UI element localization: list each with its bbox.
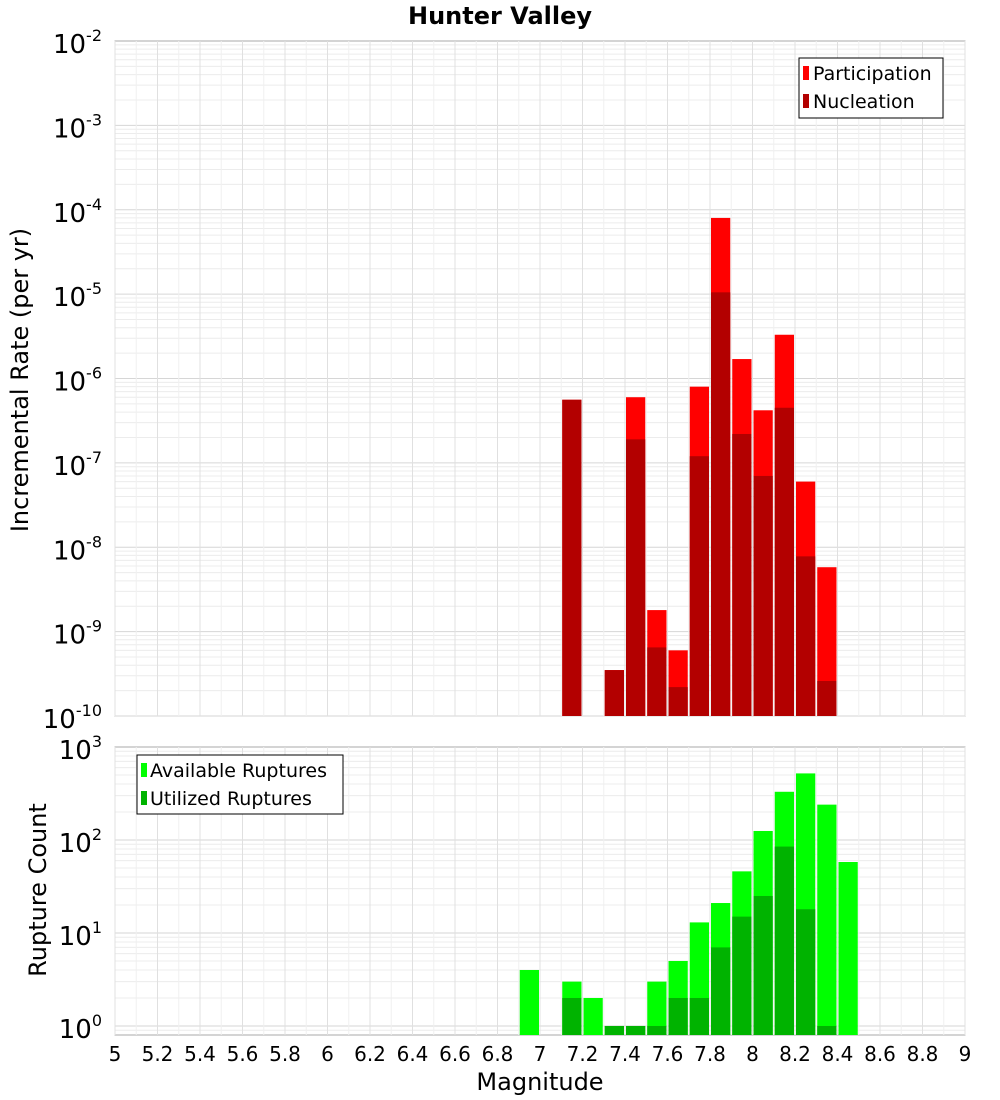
bottom-y-axis-label: Rupture Count [24,803,52,977]
available-ruptures-bar [838,861,858,1035]
x-tick-label: 7.2 [567,1042,599,1066]
top-y-tick-label: 10-7 [53,448,102,482]
top-panel: 10-2 10-3 10-4 10-5 10-6 10-7 10-8 10-9 10-10 Par… [43,26,966,735]
top-y-tick-label: 10-3 [53,110,102,144]
nucleation-bar [626,439,646,716]
bottom-legend: Available Ruptures Utilized Ruptures [136,754,344,815]
utilized-ruptures-bar [732,916,752,1035]
utilized-ruptures-bar [753,895,773,1035]
legend-label: Nucleation [813,91,915,113]
utilized-ruptures-bar [711,947,731,1035]
x-tick-label: 6.6 [439,1042,471,1066]
nucleation-bar [732,433,752,716]
utilized-ruptures-bar [774,846,794,1035]
top-legend: Participation Nucleation [798,57,944,119]
legend-label: Available Ruptures [150,760,327,782]
top-y-tick-label: 10-6 [53,364,102,398]
top-y-tick-label: 10-8 [53,532,102,566]
top-y-tick-label: 10-9 [53,617,102,651]
nucleation-bar [604,670,624,716]
bottom-panel: 103 102 101 100 Available Ruptures Utilized R… [59,732,966,1045]
nucleation-bar [817,680,837,716]
available-ruptures-bar [519,969,539,1035]
nucleation-bar [711,292,731,716]
x-tick-label: 8.2 [779,1042,811,1066]
legend-label: Utilized Ruptures [150,788,312,810]
bottom-y-tick-label: 103 [59,732,102,766]
x-tick-label: 8.6 [864,1042,896,1066]
nucleation-bar [647,647,667,716]
x-tick-label: 7 [534,1042,547,1066]
top-y-tick-label: 10-5 [53,279,102,313]
top-y-tick-label: 10-10 [43,701,102,735]
available-ruptures-swatch [141,763,147,777]
bottom-y-tick-label: 101 [59,918,102,952]
utilized-ruptures-bar [796,909,816,1035]
utilized-ruptures-bar [604,1025,624,1035]
nucleation-bar [796,556,816,716]
nucleation-bar [774,407,794,716]
x-tick-label: 5.4 [184,1042,216,1066]
x-tick-label: 8 [746,1042,759,1066]
nucleation-bar [689,456,709,716]
x-tick-label: 6 [321,1042,334,1066]
bottom-y-tick-label: 102 [59,825,102,859]
top-y-tick-label: 10-2 [53,26,102,60]
top-y-tick-label: 10-4 [53,195,102,229]
x-tick-label: 5 [109,1042,122,1066]
utilized-ruptures-swatch [141,791,147,805]
x-tick-label: 5.2 [142,1042,174,1066]
nucleation-swatch [803,94,809,108]
participation-bar [817,567,837,716]
x-axis-label: Magnitude [476,1068,603,1096]
nucleation-bar [562,399,582,716]
utilized-ruptures-bar [562,997,582,1035]
nucleation-bar [753,475,773,716]
x-tick-label: 7.4 [609,1042,641,1066]
utilized-ruptures-bar [626,1025,646,1035]
nucleation-bar [668,687,688,716]
x-tick-label: 8.8 [907,1042,939,1066]
x-tick-label: 5.8 [269,1042,301,1066]
x-tick-label: 6.4 [397,1042,429,1066]
x-tick-label: 9 [959,1042,972,1066]
x-tick-label: 5.6 [227,1042,259,1066]
top-y-axis-label: Incremental Rate (per yr) [6,228,34,532]
x-tick-label: 6.8 [482,1042,514,1066]
utilized-ruptures-bar [668,997,688,1035]
available-ruptures-bar [817,804,837,1035]
legend-box [136,754,344,815]
available-ruptures-bar [583,997,603,1035]
x-tick-label: 8.4 [822,1042,854,1066]
x-tick-label: 7.6 [652,1042,684,1066]
x-tick-label: 6.2 [354,1042,386,1066]
legend-box [798,57,944,119]
utilized-ruptures-bar [647,1025,667,1035]
participation-swatch [803,66,809,80]
bottom-y-tick-label: 100 [59,1011,102,1045]
chart-title: Hunter Valley [408,2,592,30]
utilized-ruptures-bar [817,1025,837,1035]
legend-label: Participation [813,63,932,85]
x-tick-label: 7.8 [694,1042,726,1066]
available-ruptures-bar [647,981,667,1035]
utilized-ruptures-bar [689,997,709,1035]
x-axis: 5 5.2 5.4 5.6 5.8 6 6.2 6.4 6.6 6.8 7 7.2 7.4 7.6 7.8 8… [109,1042,972,1066]
